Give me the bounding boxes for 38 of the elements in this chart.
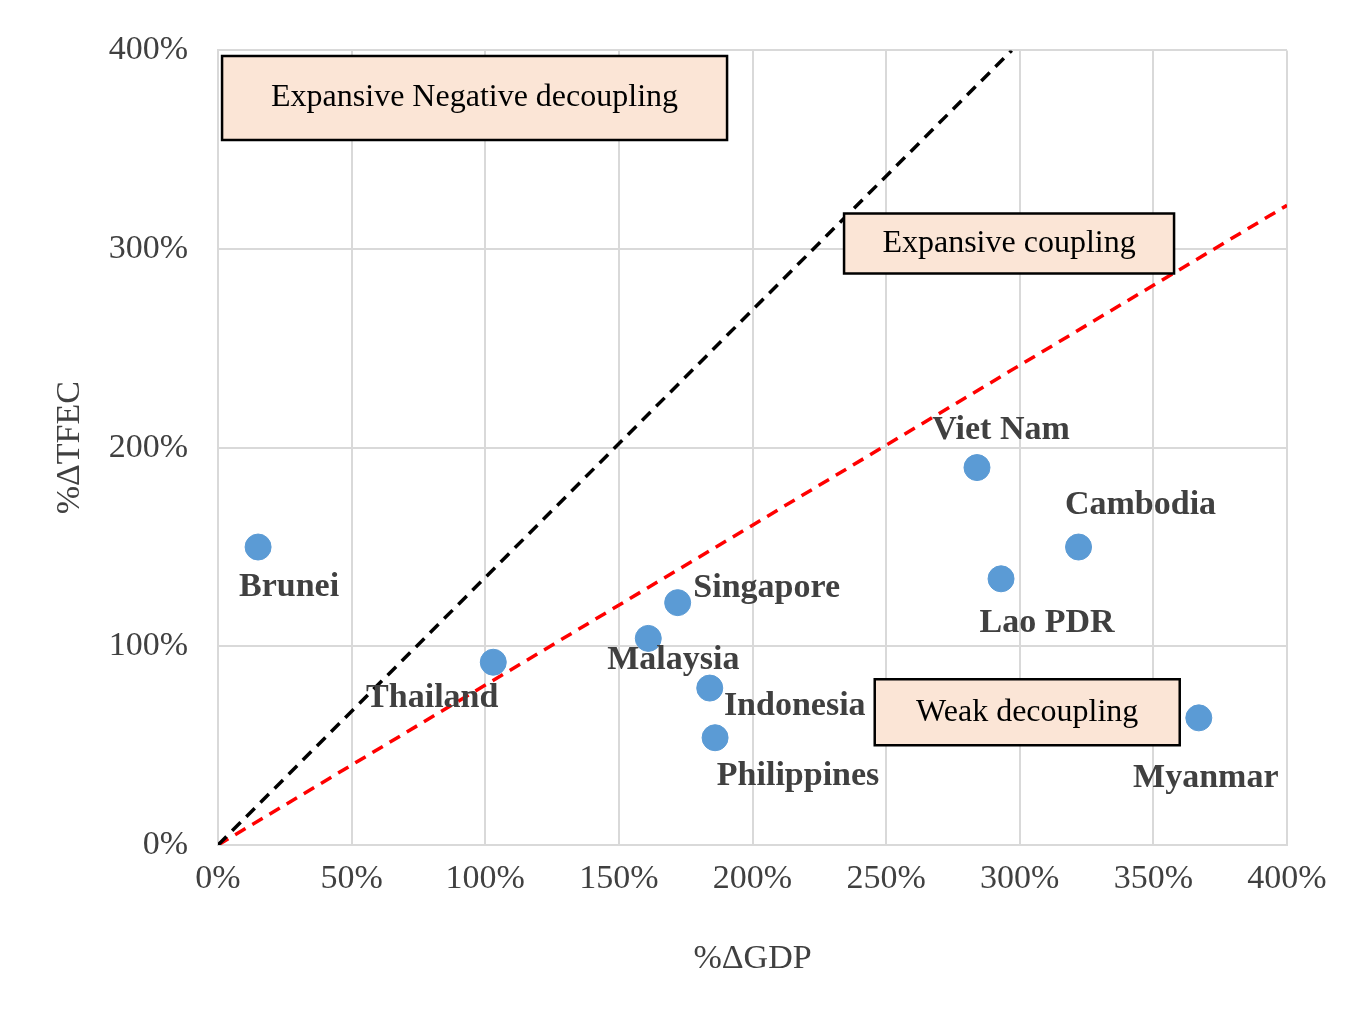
point [1185, 704, 1213, 732]
x-tick-label: 0% [195, 858, 241, 896]
point [701, 724, 729, 752]
y-tick-label: 300% [108, 227, 188, 265]
data-label: Cambodia [1064, 483, 1217, 521]
point [987, 565, 1015, 593]
x-tick-label: 250% [846, 858, 926, 896]
y-tick-label: 400% [108, 29, 188, 67]
data-label: Thailand [366, 677, 499, 715]
data-label: Indonesia [723, 684, 866, 722]
x-tick-label: 350% [1113, 858, 1194, 896]
x-tick-label: 50% [320, 858, 383, 896]
x-axis-title: %ΔGDP [693, 937, 812, 975]
point [664, 589, 692, 617]
x-tick-label: 300% [980, 858, 1060, 896]
x-tick-label: 150% [579, 858, 659, 896]
data-label: Lao PDR [979, 601, 1116, 639]
point [479, 648, 507, 676]
y-tick-label: 200% [108, 426, 188, 464]
x-tick-label: 100% [445, 858, 525, 896]
data-label: Singapore [693, 567, 841, 605]
data-label: Viet Nam [932, 409, 1070, 447]
annotation: Expansive Negative decoupling [271, 77, 679, 114]
point [696, 674, 724, 702]
annotation: Weak decoupling [916, 691, 1139, 728]
x-tick-label: 400% [1247, 858, 1327, 896]
data-label: Philippines [716, 754, 880, 792]
point [963, 454, 991, 482]
y-tick-label: 0% [142, 823, 188, 861]
annotation: Expansive coupling [882, 222, 1136, 259]
data-label: Myanmar [1133, 756, 1279, 794]
y-tick-label: 100% [108, 625, 188, 663]
data-label: Brunei [239, 565, 340, 603]
x-tick-label: 200% [712, 858, 793, 896]
data-label: Malaysia [607, 639, 740, 677]
point [244, 533, 272, 561]
point [1065, 533, 1093, 561]
y-axis-title: %ΔTFEC [49, 381, 87, 515]
